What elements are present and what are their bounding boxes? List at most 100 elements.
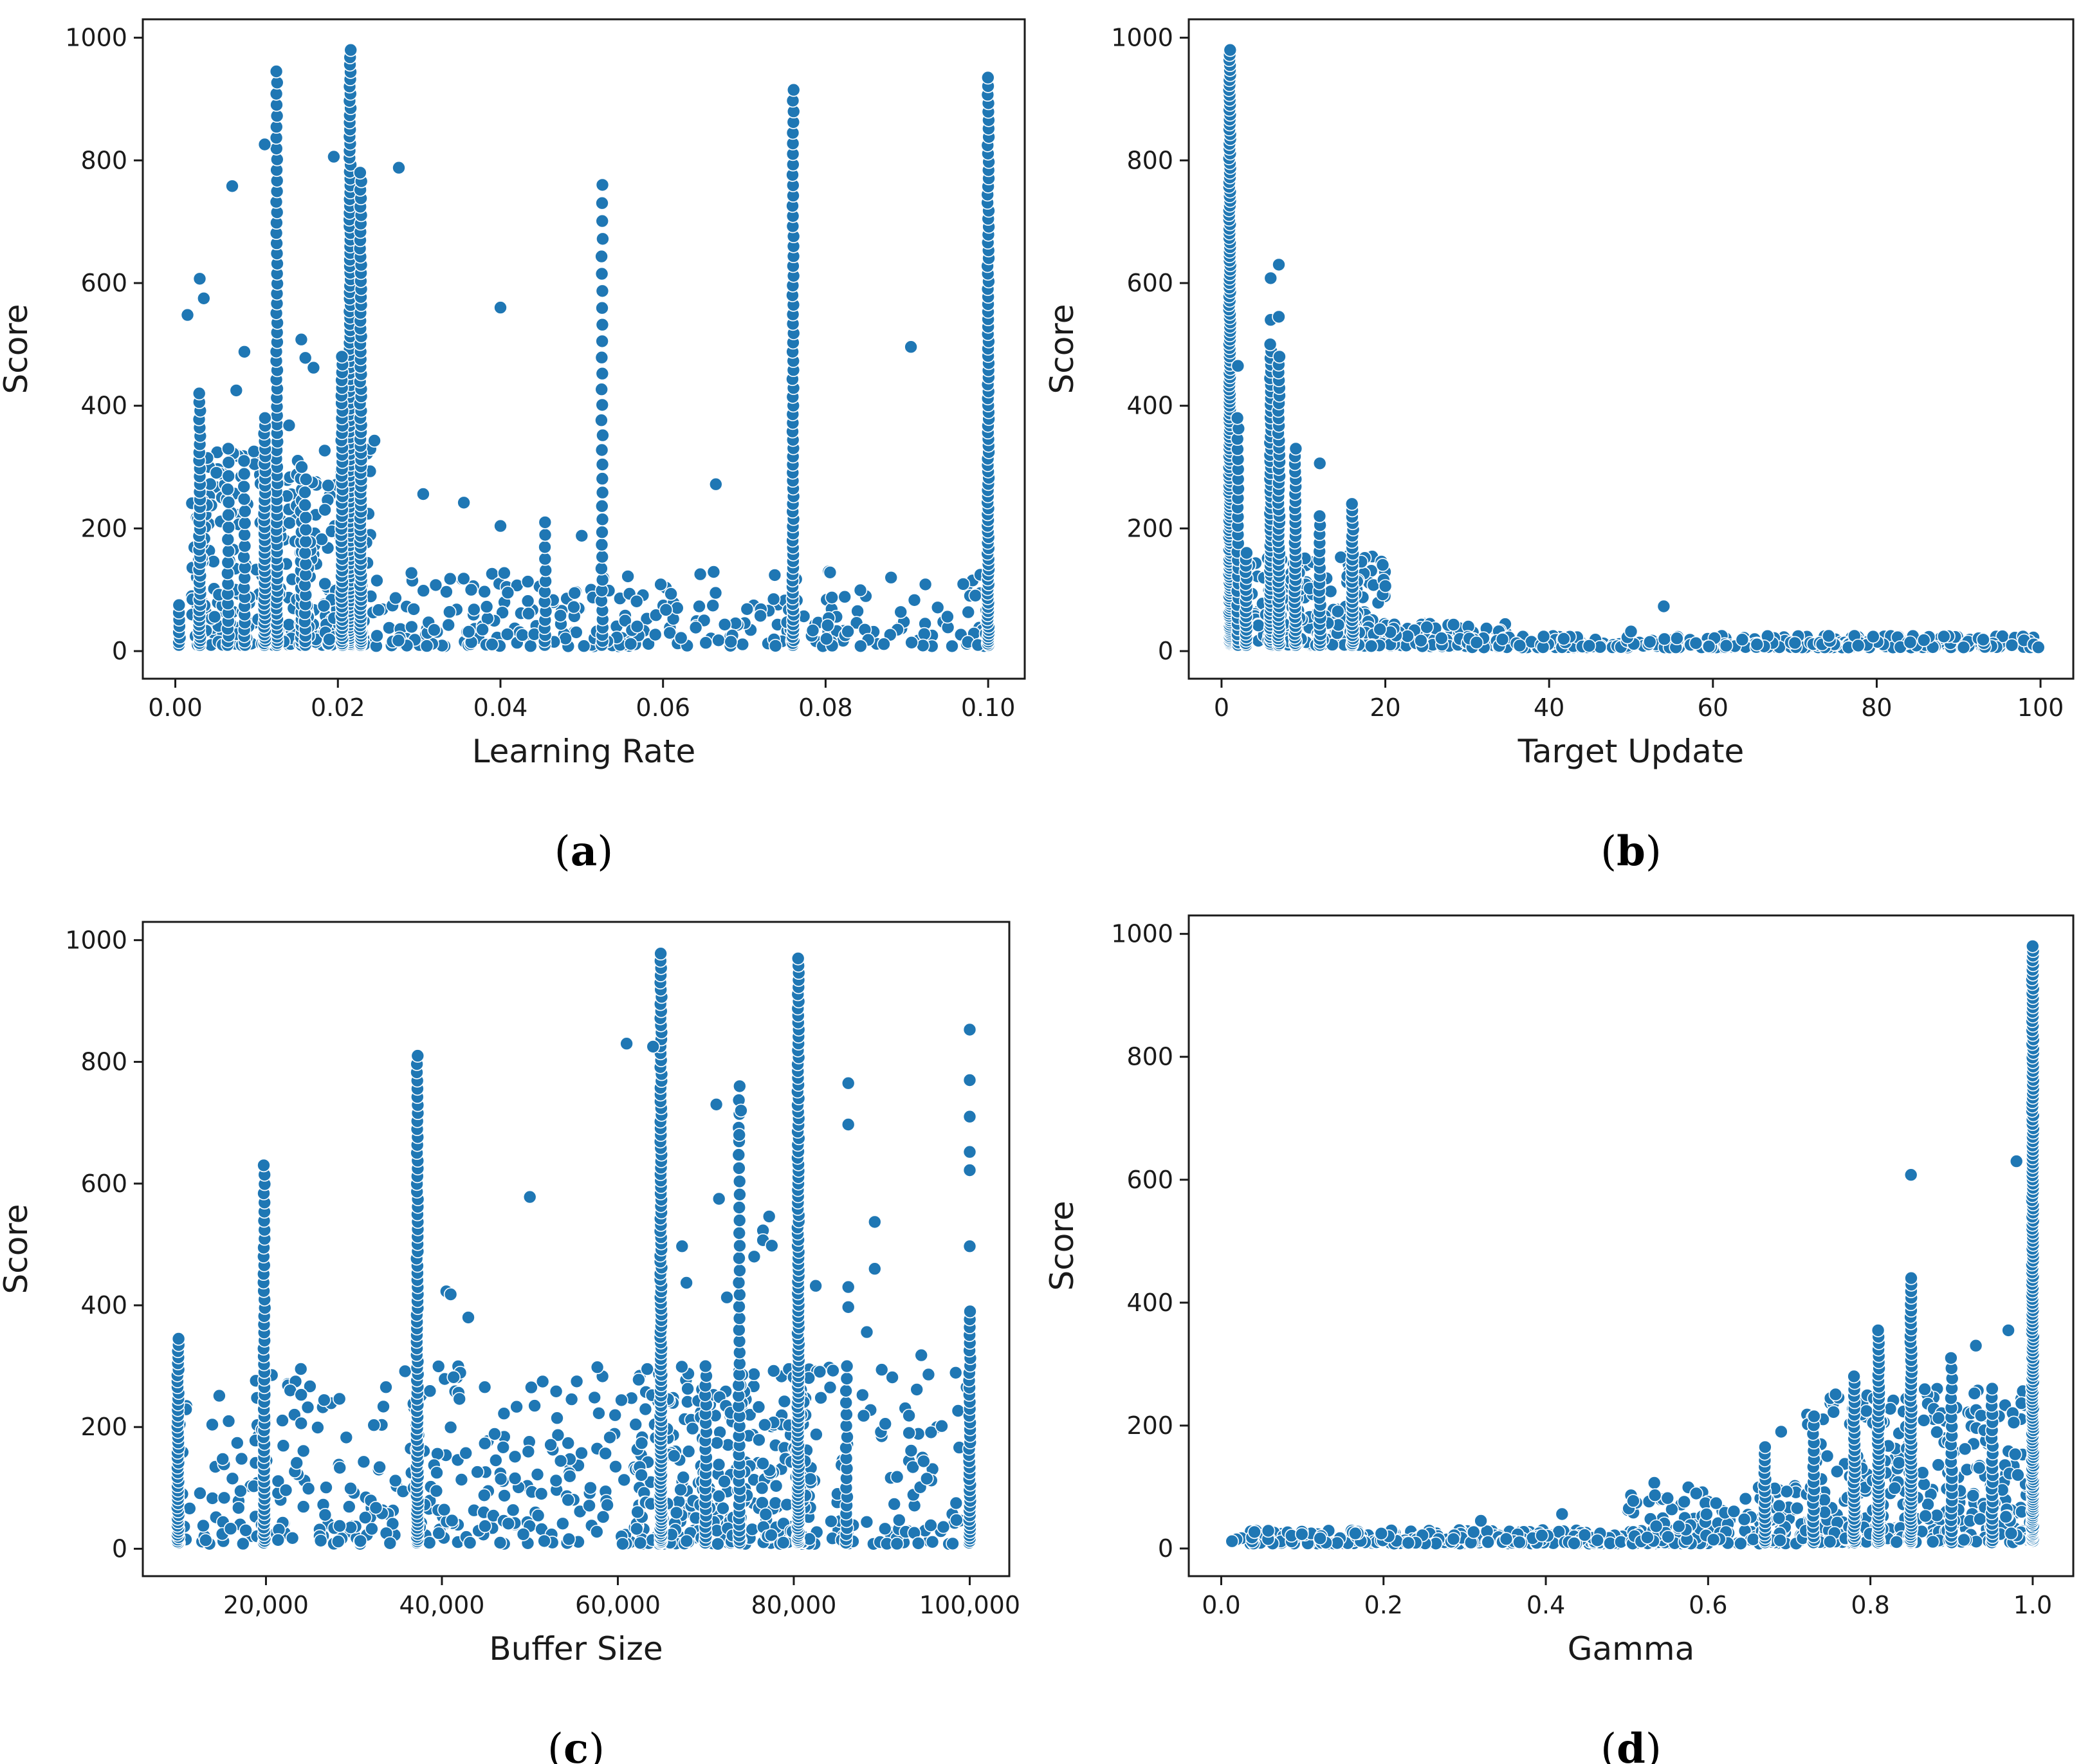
scatter-point: [1647, 1488, 1662, 1502]
scatter-point: [379, 1380, 393, 1394]
x-tick-label: 0: [1214, 694, 1229, 722]
scatter-point: [370, 629, 384, 643]
scatter-point: [587, 1390, 602, 1405]
y-tick-label: 800: [80, 146, 127, 174]
scatter-point: [493, 300, 508, 315]
x-tick-label: 100,000: [919, 1591, 1020, 1619]
scatter-point: [296, 1500, 311, 1514]
scatter-point: [230, 1436, 244, 1450]
scatter-point: [732, 1323, 746, 1337]
scatter-point: [576, 639, 591, 654]
scatter-point: [820, 632, 834, 646]
scatter-point: [670, 601, 684, 615]
scatter-point: [477, 1436, 492, 1451]
scatter-point: [878, 1417, 892, 1431]
scatter-point: [1567, 1536, 1581, 1550]
scatter-point: [550, 1411, 564, 1425]
scatter-point: [391, 633, 406, 648]
scatter-point: [1892, 1456, 1906, 1470]
scatter-point: [747, 1367, 761, 1381]
scatter-point: [921, 1367, 936, 1382]
scatter-point: [561, 1436, 576, 1450]
scatter-point: [747, 1249, 762, 1264]
scatter-point: [1957, 1442, 1972, 1456]
scatter-point: [237, 344, 252, 359]
scatter-point: [535, 1374, 550, 1389]
scatter-point: [2031, 640, 2046, 655]
scatter-point: [709, 477, 723, 492]
scatter-points: [170, 946, 978, 1551]
scatter-point: [317, 1393, 331, 1408]
scatter-point: [890, 1536, 904, 1551]
scatter-point: [868, 1262, 882, 1276]
scatter-point: [594, 499, 609, 513]
scatter-point: [859, 1325, 874, 1339]
scatter-point: [1966, 1489, 1980, 1503]
scatter-point: [711, 1489, 726, 1503]
scatter-point: [956, 577, 971, 591]
scatter-point: [1738, 1491, 1753, 1506]
scatter-point: [332, 1392, 347, 1406]
scatter-point: [768, 639, 783, 653]
scatter-point: [301, 1482, 316, 1496]
scatter-point: [1918, 1382, 1932, 1397]
scatter-point: [1957, 1532, 1971, 1547]
scatter-point: [2006, 1415, 2021, 1430]
scatter-point: [1931, 1411, 1946, 1425]
scatter-point: [1364, 639, 1379, 654]
scatter-point: [1375, 558, 1390, 572]
scatter-point: [1887, 1481, 1902, 1495]
scatter-point: [616, 1537, 630, 1551]
scatter-point: [892, 1513, 906, 1527]
scatter-point: [594, 249, 609, 264]
scatter-point: [664, 587, 678, 601]
scatter-point: [493, 519, 508, 533]
scatter-point: [429, 1484, 444, 1498]
scatter-point: [1247, 1525, 1261, 1539]
scatter-point: [497, 1489, 511, 1503]
scatter-point: [596, 232, 610, 246]
scatter-point: [733, 1188, 747, 1202]
x-tick-label: 40: [1534, 694, 1564, 722]
scatter-point: [1737, 1512, 1752, 1527]
scatter-point: [235, 1536, 250, 1551]
scatter-point: [488, 1427, 502, 1441]
scatter-point: [221, 532, 235, 547]
scatter-point: [698, 1359, 713, 1374]
scatter-point: [1706, 1532, 1721, 1547]
scatter-point: [1904, 1271, 1918, 1285]
scatter-point: [1847, 1369, 1861, 1384]
scatter-point: [740, 602, 755, 616]
y-tick-label: 600: [80, 1170, 127, 1198]
scatter-point: [180, 308, 195, 322]
scatter-point: [1826, 1405, 1841, 1419]
scatter-point: [758, 1418, 772, 1432]
scatter-point: [479, 600, 494, 614]
scatter-point: [925, 1535, 940, 1549]
scatter-point: [692, 599, 706, 614]
scatter-point: [918, 577, 933, 592]
scatter-point: [569, 1374, 584, 1389]
scatter-point: [841, 1300, 856, 1314]
scatter-point: [841, 1076, 856, 1090]
x-tick-label: 60: [1698, 694, 1728, 722]
scatter-point: [595, 549, 610, 564]
scatter-point: [600, 1498, 614, 1512]
scatter-point: [1937, 629, 1951, 644]
scatter-point: [619, 1036, 634, 1051]
scatter-point: [669, 1505, 684, 1520]
scatter-point: [561, 1493, 576, 1507]
x-tick-label: 80: [1861, 694, 1892, 722]
scatter-point: [936, 1520, 951, 1534]
scatter-point: [538, 528, 553, 542]
scatter-point: [758, 1507, 773, 1521]
scatter-point: [1917, 633, 1931, 647]
scatter-point: [751, 1400, 766, 1414]
scatter-point: [1643, 634, 1657, 649]
scatter-point: [724, 634, 738, 649]
scatter-point: [1772, 1498, 1786, 1513]
scatter-point: [659, 603, 674, 617]
scatter-point: [907, 593, 922, 607]
scatter-point: [646, 1040, 661, 1054]
scatter-point: [1240, 546, 1254, 560]
